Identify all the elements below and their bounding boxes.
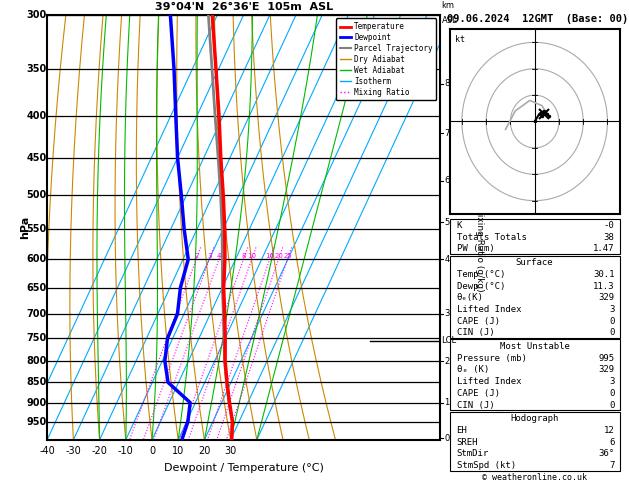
Text: 450: 450 (26, 153, 47, 163)
Text: 0: 0 (609, 400, 615, 410)
Text: 900: 900 (26, 398, 47, 408)
Text: 950: 950 (26, 417, 47, 427)
Title: 39°04'N  26°36'E  105m  ASL: 39°04'N 26°36'E 105m ASL (155, 2, 333, 13)
Text: -20: -20 (92, 446, 108, 456)
Text: 329: 329 (598, 365, 615, 375)
Text: 329: 329 (598, 293, 615, 302)
Text: 20: 20 (198, 446, 211, 456)
Text: 2: 2 (194, 253, 198, 260)
Text: Pressure (mb): Pressure (mb) (457, 354, 526, 363)
Text: 3: 3 (609, 305, 615, 314)
Text: 400: 400 (26, 111, 47, 121)
Text: 6: 6 (444, 176, 450, 185)
Text: 3: 3 (207, 253, 211, 260)
Text: © weatheronline.co.uk: © weatheronline.co.uk (482, 473, 587, 482)
Text: 550: 550 (26, 224, 47, 234)
Text: 38: 38 (604, 233, 615, 242)
Text: -0: -0 (604, 221, 615, 230)
Text: 350: 350 (26, 64, 47, 74)
Text: 3: 3 (444, 310, 450, 318)
Text: 0: 0 (149, 446, 155, 456)
Text: Surface: Surface (516, 258, 554, 267)
Text: 10: 10 (172, 446, 184, 456)
Text: 0: 0 (609, 389, 615, 398)
Text: 8: 8 (444, 79, 450, 88)
Text: 3: 3 (609, 377, 615, 386)
Bar (450, 412, 620, 471)
Text: CAPE (J): CAPE (J) (457, 317, 499, 326)
Text: Totals Totals: Totals Totals (457, 233, 526, 242)
Legend: Temperature, Dewpoint, Parcel Trajectory, Dry Adiabat, Wet Adiabat, Isotherm, Mi: Temperature, Dewpoint, Parcel Trajectory… (336, 18, 437, 101)
Text: 700: 700 (26, 309, 47, 319)
Text: 0: 0 (444, 434, 450, 443)
Text: 5: 5 (444, 218, 450, 226)
Bar (450, 219, 620, 254)
Text: LCL: LCL (442, 336, 457, 345)
Text: Lifted Index: Lifted Index (457, 305, 521, 314)
Text: 4: 4 (444, 255, 450, 264)
Text: 0: 0 (609, 329, 615, 337)
Text: 12: 12 (604, 426, 615, 435)
Text: 20: 20 (274, 253, 283, 260)
Bar (450, 340, 620, 411)
Text: Hodograph: Hodograph (511, 414, 559, 423)
Text: 7: 7 (609, 461, 615, 470)
Text: 16: 16 (265, 253, 274, 260)
Text: SREH: SREH (457, 437, 478, 447)
Text: -10: -10 (118, 446, 134, 456)
Bar (450, 256, 620, 338)
Text: 800: 800 (26, 356, 47, 366)
Text: 1.47: 1.47 (593, 244, 615, 254)
Text: 4: 4 (217, 253, 221, 260)
Text: 750: 750 (26, 333, 47, 343)
Text: 11.3: 11.3 (593, 281, 615, 291)
Text: -40: -40 (39, 446, 55, 456)
Text: θₑ (K): θₑ (K) (457, 365, 489, 375)
Text: K: K (457, 221, 462, 230)
Text: 36°: 36° (598, 450, 615, 458)
Text: kt: kt (455, 35, 465, 44)
Text: 7: 7 (444, 129, 450, 138)
Text: 30: 30 (225, 446, 237, 456)
Text: 2: 2 (444, 357, 450, 365)
Text: StmDir: StmDir (457, 450, 489, 458)
Text: Dewpoint / Temperature (°C): Dewpoint / Temperature (°C) (164, 463, 324, 473)
Text: StmSpd (kt): StmSpd (kt) (457, 461, 516, 470)
Text: 30.1: 30.1 (593, 270, 615, 279)
Text: 25: 25 (283, 253, 292, 260)
Text: EH: EH (457, 426, 467, 435)
Text: 8: 8 (241, 253, 246, 260)
Text: 6: 6 (609, 437, 615, 447)
Text: 1: 1 (444, 398, 450, 407)
Text: Temp (°C): Temp (°C) (457, 270, 505, 279)
Text: Most Unstable: Most Unstable (499, 342, 570, 351)
Text: 500: 500 (26, 190, 47, 200)
Text: CIN (J): CIN (J) (457, 329, 494, 337)
Text: Dewp (°C): Dewp (°C) (457, 281, 505, 291)
Text: Mixing Ratio (g/kg): Mixing Ratio (g/kg) (475, 206, 484, 291)
Text: CIN (J): CIN (J) (457, 400, 494, 410)
Text: hPa: hPa (21, 216, 31, 239)
Text: 995: 995 (598, 354, 615, 363)
Text: -30: -30 (65, 446, 81, 456)
Text: 10: 10 (247, 253, 256, 260)
Text: θₑ(K): θₑ(K) (457, 293, 484, 302)
Text: 0: 0 (609, 317, 615, 326)
Text: ASL: ASL (442, 16, 457, 25)
Text: 600: 600 (26, 254, 47, 264)
Text: 650: 650 (26, 283, 47, 293)
Text: 300: 300 (26, 10, 47, 19)
Text: CAPE (J): CAPE (J) (457, 389, 499, 398)
Text: Lifted Index: Lifted Index (457, 377, 521, 386)
Text: 09.06.2024  12GMT  (Base: 00): 09.06.2024 12GMT (Base: 00) (447, 14, 628, 24)
Text: 850: 850 (26, 378, 47, 387)
Text: km: km (442, 1, 455, 10)
Text: PW (cm): PW (cm) (457, 244, 494, 254)
